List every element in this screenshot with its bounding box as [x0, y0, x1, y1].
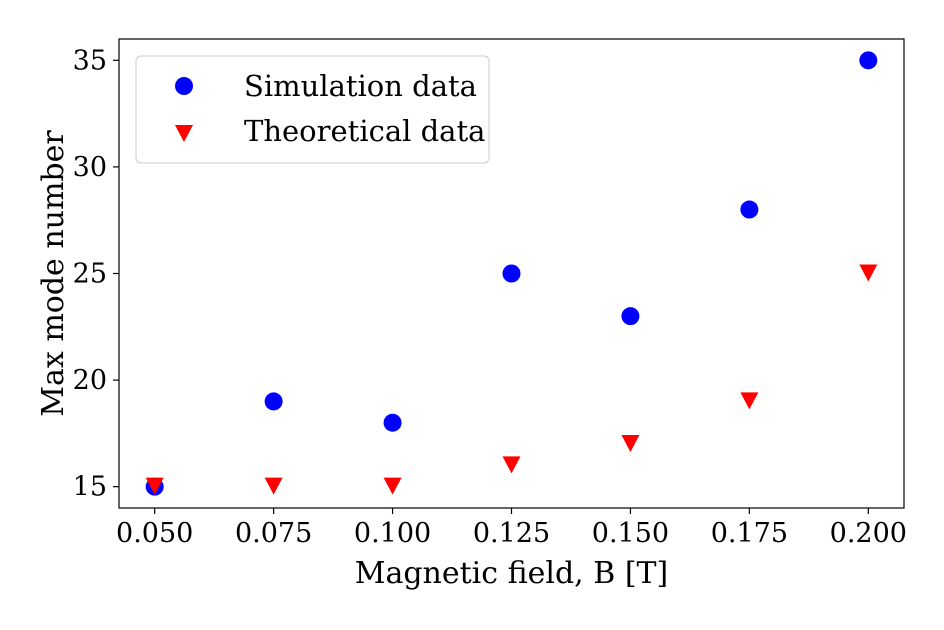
y-axis-ticks: 15 20 25 30 35: [73, 45, 119, 503]
plot-area-frame: [118, 38, 905, 509]
simulation-point: [502, 264, 521, 283]
x-tick-label: 0.200: [830, 518, 907, 549]
x-tick-label: 0.050: [116, 518, 193, 549]
simulation-point: [859, 51, 878, 70]
theoretical-point: [383, 477, 402, 495]
legend-label-simulation: Simulation data: [244, 69, 477, 103]
x-tick-label: 0.150: [592, 518, 669, 549]
theoretical-point: [502, 456, 521, 474]
y-tick-label: 35: [73, 45, 107, 76]
legend-label-theoretical: Theoretical data: [244, 114, 485, 148]
legend-marker-simulation: [175, 77, 193, 95]
simulation-point: [383, 413, 402, 432]
simulation-point: [621, 307, 640, 326]
x-tick-label: 0.125: [473, 518, 550, 549]
y-tick-label: 25: [73, 259, 107, 290]
y-tick-label: 30: [73, 152, 107, 183]
simulation-point: [740, 200, 759, 219]
theoretical-point: [859, 264, 878, 282]
legend: Simulation data Theoretical data: [135, 55, 490, 164]
y-tick-label: 15: [73, 472, 107, 503]
theoretical-point: [621, 435, 640, 453]
simulation-point: [264, 392, 283, 411]
x-axis-ticks: 0.050 0.075 0.100 0.125 0.150 0.175 0.200: [116, 508, 907, 549]
theoretical-point: [145, 477, 164, 495]
theoretical-point: [264, 477, 283, 495]
x-tick-label: 0.075: [235, 518, 312, 549]
legend-marker-theoretical: [175, 125, 193, 142]
data-points: [145, 51, 878, 496]
legend-box: [135, 55, 490, 164]
y-axis-label: Max mode number: [36, 130, 71, 417]
x-tick-label: 0.100: [354, 518, 431, 549]
x-axis-label: Magnetic field, B [T]: [355, 556, 669, 591]
theoretical-point: [740, 392, 759, 410]
y-tick-label: 20: [73, 365, 107, 396]
x-tick-label: 0.175: [711, 518, 788, 549]
